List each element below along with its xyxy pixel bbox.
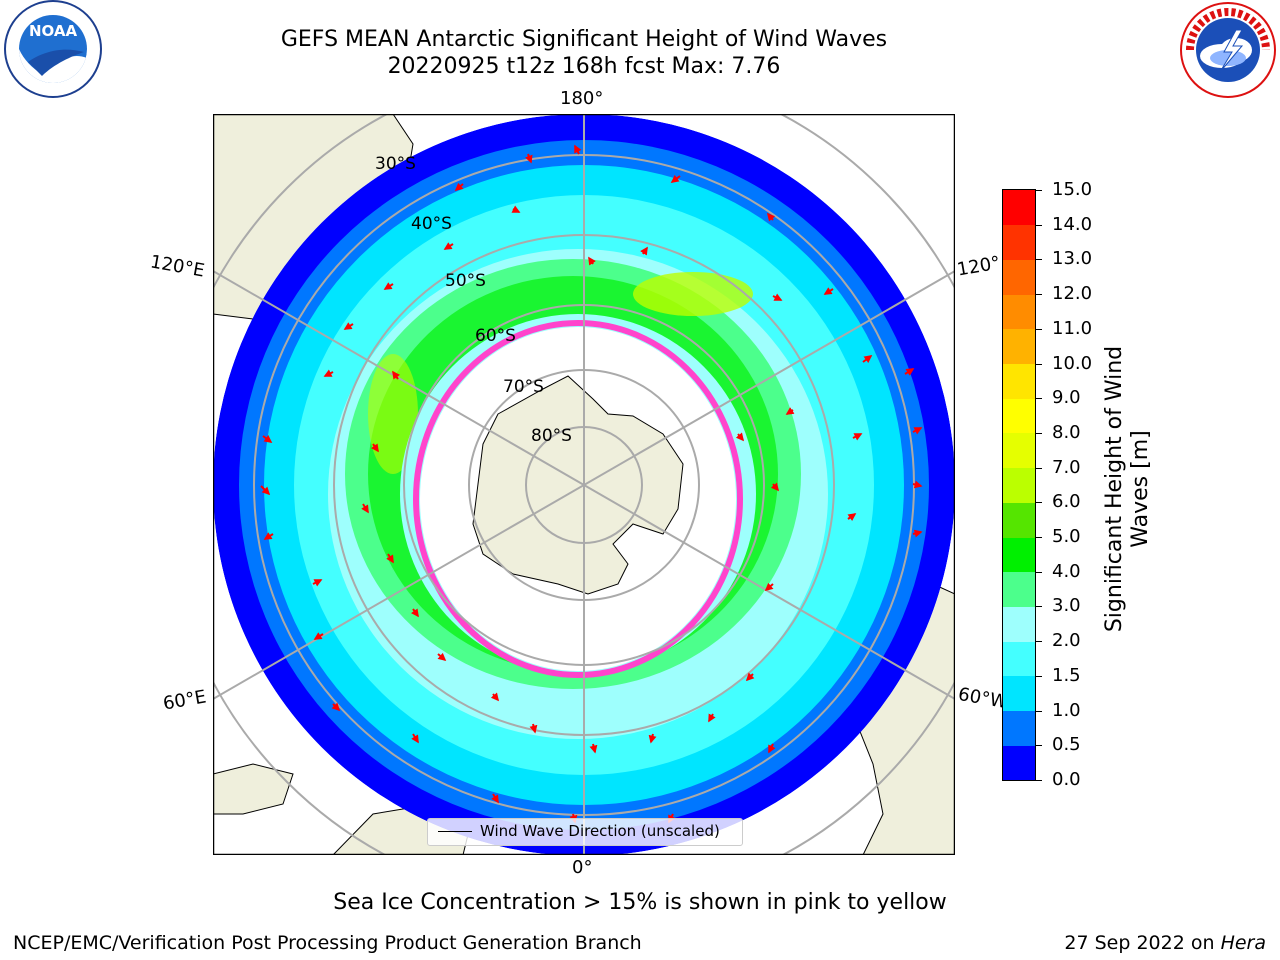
colorbar-tick-label: 1.0 — [1052, 699, 1081, 721]
colorbar-segment — [1003, 710, 1035, 746]
colorbar-tick-label: 9.0 — [1052, 387, 1081, 409]
chart-title-line1: GEFS MEAN Antarctic Significant Height o… — [280, 27, 888, 52]
lon-label-upper-right: 120° — [955, 252, 1002, 281]
svg-text:40°S: 40°S — [411, 214, 452, 234]
colorbar-segment — [1003, 224, 1035, 260]
colorbar-tick-mark — [1035, 294, 1042, 296]
colorbar-tick-label: 12.0 — [1052, 283, 1093, 305]
legend-label: Wind Wave Direction (unscaled) — [480, 822, 720, 840]
colorbar-segment — [1003, 675, 1035, 712]
colorbar-segment — [1003, 641, 1035, 677]
colorbar-tick-mark — [1035, 675, 1042, 677]
colorbar-segment — [1003, 537, 1035, 573]
lon-label-upper-left: 120°E — [148, 251, 207, 282]
footer-right: 27 Sep 2022 on Hera — [1064, 932, 1266, 954]
colorbar-tick-label: 7.0 — [1052, 456, 1081, 478]
map-legend: Wind Wave Direction (unscaled) — [427, 818, 743, 846]
colorbar-tick-label: 6.0 — [1052, 491, 1081, 513]
colorbar-tick-label: 0.0 — [1052, 769, 1081, 790]
colorbar-segment — [1003, 259, 1035, 295]
lon-label-bottom: 0° — [572, 857, 593, 878]
colorbar-tick-label: 3.0 — [1052, 595, 1081, 617]
colorbar-tick-mark — [1035, 641, 1042, 643]
colorbar-tick-label: 5.0 — [1052, 526, 1081, 548]
colorbar-tick-label: 10.0 — [1052, 352, 1093, 374]
colorbar-tick-mark — [1035, 606, 1042, 608]
footer-host: Hera — [1220, 932, 1266, 954]
colorbar-tick-label: 4.0 — [1052, 560, 1081, 582]
footer-left: NCEP/EMC/Verification Post Processing Pr… — [13, 932, 642, 954]
colorbar-tick-label: 1.5 — [1052, 664, 1081, 686]
colorbar-segment — [1003, 294, 1035, 330]
colorbar-tick-mark — [1035, 537, 1042, 539]
colorbar-tick-mark — [1035, 328, 1042, 330]
svg-text:80°S: 80°S — [531, 426, 572, 446]
colorbar-tick-mark — [1035, 780, 1042, 781]
colorbar-segment — [1003, 190, 1035, 226]
colorbar-tick-mark — [1035, 745, 1042, 747]
colorbar-segment — [1003, 398, 1035, 434]
noaa-logo: NOAA — [4, 0, 102, 98]
svg-text:60°S: 60°S — [475, 326, 516, 346]
svg-text:70°S: 70°S — [503, 377, 544, 397]
svg-text:50°S: 50°S — [445, 271, 486, 291]
legend-line-icon — [438, 831, 472, 832]
colorbar-segment — [1003, 745, 1035, 781]
footer-date: 27 Sep 2022 on — [1064, 932, 1221, 954]
colorbar-segment — [1003, 467, 1035, 503]
colorbar-segment — [1003, 363, 1035, 399]
colorbar-fill — [1003, 190, 1035, 781]
colorbar-tick-mark — [1035, 571, 1042, 573]
lon-label-lower-left: 60°E — [161, 686, 208, 715]
colorbar-segment — [1003, 606, 1035, 642]
colorbar — [1002, 189, 1036, 781]
colorbar-tick-label: 8.0 — [1052, 421, 1081, 443]
colorbar-tick-mark — [1035, 190, 1042, 191]
colorbar-tick-label: 11.0 — [1052, 317, 1093, 339]
colorbar-segment — [1003, 432, 1035, 469]
colorbar-tick-mark — [1035, 259, 1042, 261]
colorbar-tick-label: 13.0 — [1052, 248, 1093, 270]
colorbar-segment — [1003, 502, 1035, 538]
colorbar-tick-label: 15.0 — [1052, 179, 1093, 200]
colorbar-tick-label: 14.0 — [1052, 213, 1093, 235]
sea-ice-note: Sea Ice Concentration > 15% is shown in … — [333, 890, 947, 915]
lon-label-top: 180° — [560, 88, 604, 109]
colorbar-tick-mark — [1035, 398, 1042, 400]
chart-title-line2: 20220925 t12z 168h fcst Max: 7.76 — [387, 54, 781, 79]
colorbar-tick-label: 0.5 — [1052, 734, 1081, 756]
antarctic-wave-map: 30°S 40°S 50°S 60°S 70°S 80°S — [213, 114, 955, 855]
colorbar-tick-mark — [1035, 363, 1042, 365]
svg-text:NOAA: NOAA — [29, 22, 78, 40]
nws-logo — [1180, 2, 1276, 98]
colorbar-segment — [1003, 328, 1035, 365]
colorbar-tick-mark — [1035, 224, 1042, 226]
colorbar-tick-mark — [1035, 502, 1042, 504]
colorbar-segment — [1003, 571, 1035, 607]
colorbar-tick-label: 2.0 — [1052, 630, 1081, 652]
colorbar-tick-mark — [1035, 432, 1042, 434]
colorbar-tick-mark — [1035, 467, 1042, 469]
colorbar-label: Significant Height of Wind Waves [m] — [1102, 345, 1153, 633]
svg-text:30°S: 30°S — [375, 154, 416, 174]
colorbar-tick-mark — [1035, 710, 1042, 712]
